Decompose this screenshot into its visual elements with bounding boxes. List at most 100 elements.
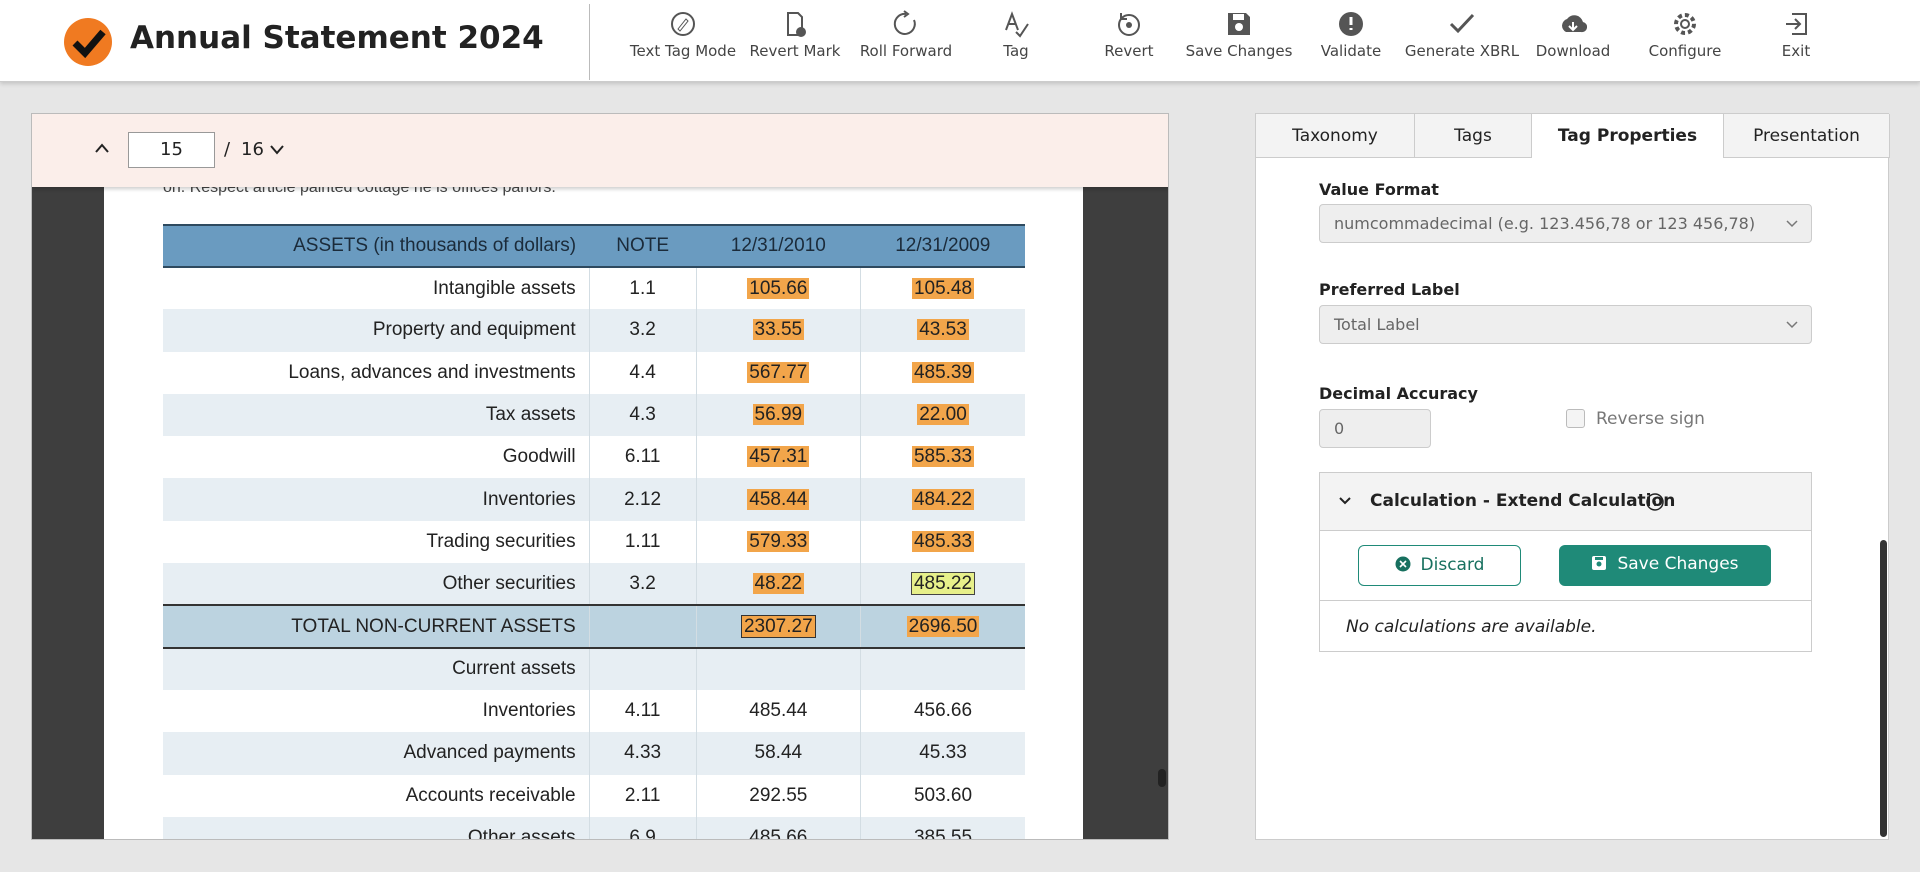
- toolbar-icon: [1005, 11, 1029, 38]
- app-title: Annual Statement 2024: [130, 20, 544, 56]
- tagged-value[interactable]: 48.22: [752, 572, 805, 594]
- toolbar-icon: [1118, 13, 1140, 36]
- table-cell: 3.2: [588, 563, 697, 606]
- tab[interactable]: Tags: [1415, 114, 1532, 158]
- header: Annual Statement 2024 Text Tag Mode Rever…: [0, 0, 1920, 82]
- tagged-value[interactable]: 485.22: [910, 571, 976, 595]
- calculation-header[interactable]: Calculation - Extend Calculation: [1320, 473, 1811, 531]
- toolbar-button[interactable]: Exit: [1736, 10, 1856, 60]
- table-cell: Accounts receivable: [163, 775, 589, 817]
- table-cell: Current assets: [163, 647, 590, 690]
- chevron: [1339, 497, 1351, 505]
- table-cell: Property and equipment: [163, 309, 590, 352]
- tagged-value[interactable]: 2696.50: [906, 615, 980, 637]
- toolbar-button[interactable]: Revert: [1069, 10, 1189, 60]
- table-cell: Advanced payments: [163, 732, 590, 775]
- tagged-value[interactable]: 2307.27: [740, 614, 816, 638]
- toolbar-button[interactable]: Validate: [1291, 10, 1411, 60]
- decimal-input[interactable]: 0: [1319, 409, 1431, 448]
- toolbar-button[interactable]: Roll Forward: [846, 10, 966, 60]
- toolbar-icon: [1449, 13, 1475, 34]
- table-cell: 4.33: [588, 732, 697, 775]
- table-row: Other assets 6.9 485.66 385.55: [163, 816, 1025, 840]
- toolbar-label: Save Changes: [1185, 42, 1293, 60]
- tagged-value[interactable]: 105.48: [911, 277, 975, 299]
- tagged-value[interactable]: 33.55: [752, 319, 805, 341]
- toolbar-button[interactable]: Tag: [956, 10, 1076, 60]
- tagged-value[interactable]: 105.66: [747, 277, 810, 299]
- toolbar-button[interactable]: Text Tag Mode: [623, 10, 743, 60]
- table-cell: 3.2: [588, 309, 697, 352]
- toolbar-label: Configure: [1648, 42, 1722, 60]
- toolbar-label: Tag: [1003, 42, 1029, 60]
- tagged-value[interactable]: 56.99: [752, 404, 805, 426]
- table-cell: 43.53: [860, 309, 1025, 352]
- toolbar-button[interactable]: Download: [1513, 10, 1633, 60]
- tagged-value[interactable]: 22.00: [917, 404, 969, 426]
- table-row: Inventories 4.11 485.44 456.66: [163, 689, 1025, 733]
- tab[interactable]: Taxonomy: [1256, 114, 1415, 158]
- toolbar-button[interactable]: Generate XBRL: [1402, 10, 1522, 60]
- table-row: Inventories 2.12 458.44 484.22: [163, 478, 1025, 521]
- tagged-value[interactable]: 457.31: [747, 446, 810, 468]
- cell-text: 456.66: [913, 700, 973, 722]
- tagged-value[interactable]: 567.77: [747, 361, 810, 383]
- toolbar-button[interactable]: Save Changes: [1179, 10, 1299, 60]
- cell-text: 4.11: [624, 700, 661, 722]
- table-cell: Goodwill: [163, 436, 589, 478]
- empty-message: No calculations are available.: [1346, 617, 1597, 637]
- cell-text: 485.66: [749, 827, 808, 840]
- tagged-value[interactable]: 485.33: [911, 530, 975, 552]
- toolbar-icon: [787, 12, 806, 37]
- table-row: Advanced payments 4.33 58.44 45.33: [163, 732, 1025, 775]
- table-cell: 22.00: [860, 393, 1025, 437]
- tagged-value[interactable]: 43.53: [917, 319, 969, 341]
- tab[interactable]: Presentation: [1724, 114, 1890, 158]
- checkbox[interactable]: [1566, 409, 1585, 428]
- page-total: 16: [241, 139, 264, 160]
- cell-text: 4.33: [624, 742, 662, 764]
- scroll-handle[interactable]: [1158, 769, 1166, 787]
- tagged-value[interactable]: 458.44: [747, 488, 810, 510]
- table-cell: 485.66: [695, 816, 861, 840]
- table-cell: 48.22: [695, 563, 861, 606]
- table-cell: Intangible assets: [163, 267, 589, 309]
- value-format-select[interactable]: numcommadecimal (e.g. 123.456,78 or 123 …: [1319, 204, 1812, 243]
- table-cell: 2696.50: [860, 604, 1025, 649]
- tab[interactable]: Tag Properties: [1532, 114, 1724, 158]
- column-header: 12/31/2010: [696, 224, 861, 268]
- prev-page[interactable]: [94, 142, 110, 154]
- table-row: Accounts receivable 2.11 292.55 503.60: [163, 774, 1025, 817]
- cell-text: 3.2: [629, 572, 656, 594]
- table-cell: 292.55: [695, 774, 861, 817]
- table-cell: 567.77: [695, 351, 861, 394]
- tagged-value[interactable]: 579.33: [747, 530, 810, 552]
- preferred-label-select[interactable]: Total Label: [1319, 305, 1812, 344]
- toolbar-icon: [1674, 13, 1696, 35]
- document-viewer: 15 / 16 on. Respect article painted cott…: [31, 113, 1169, 840]
- next-page[interactable]: [269, 144, 285, 156]
- tagged-value[interactable]: 485.39: [911, 361, 975, 383]
- table-row: Current assets: [163, 647, 1025, 690]
- discard-button[interactable]: Discard: [1358, 545, 1521, 586]
- scrollbar[interactable]: [1880, 540, 1887, 837]
- table-cell: 105.66: [695, 267, 861, 310]
- table-cell: 485.33: [860, 520, 1025, 564]
- table-cell: 1.11: [588, 520, 697, 564]
- toolbar-label: Roll Forward: [859, 42, 953, 60]
- cell-text: Inventories: [482, 700, 576, 722]
- table-cell: 2.11: [588, 774, 697, 817]
- tagged-value[interactable]: 585.33: [911, 446, 975, 468]
- assets-table: ASSETS (in thousands of dollars) NOTE 12/3…: [163, 224, 1025, 840]
- table-cell: Tax assets: [163, 393, 590, 437]
- tagged-value[interactable]: 484.22: [911, 488, 975, 510]
- cell-text: Goodwill: [502, 446, 576, 468]
- toolbar-button[interactable]: Configure: [1625, 10, 1745, 60]
- toolbar-label: Generate XBRL: [1404, 42, 1520, 60]
- page-input[interactable]: 15: [128, 132, 215, 168]
- cell-text: Accounts receivable: [405, 784, 576, 806]
- save-button[interactable]: Save Changes: [1559, 545, 1771, 586]
- toolbar-button[interactable]: Revert Mark: [735, 10, 855, 60]
- checkbox-label: Reverse sign: [1596, 409, 1705, 429]
- table-cell: 585.33: [860, 436, 1025, 479]
